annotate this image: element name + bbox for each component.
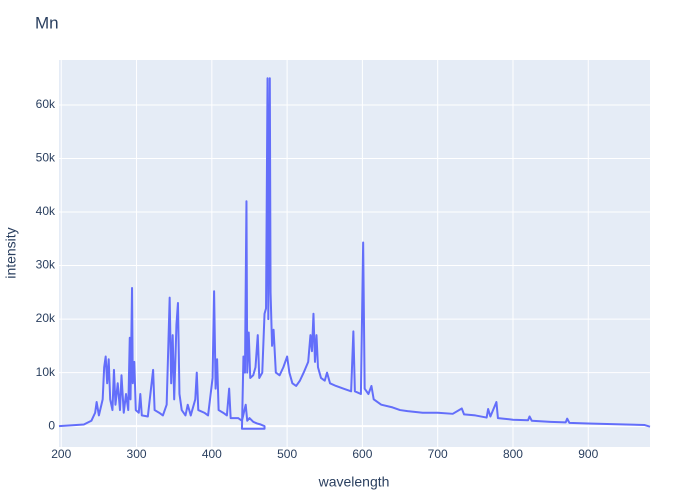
marks xyxy=(58,77,651,430)
y-tick-label: 30k xyxy=(36,258,56,272)
y-axis-title: intensity xyxy=(3,227,19,278)
x-tick-label: 300 xyxy=(127,447,147,461)
y-tick-label: 0 xyxy=(48,418,55,432)
y-tick-label: 20k xyxy=(36,311,56,325)
y-tick-label: 40k xyxy=(36,204,56,218)
x-tick-label: 400 xyxy=(202,447,222,461)
x-tick-label: 600 xyxy=(352,447,372,461)
x-tick-label: 200 xyxy=(51,447,71,461)
chart-title: Mn xyxy=(35,13,59,32)
line xyxy=(58,77,651,430)
x-tick-label: 900 xyxy=(578,447,598,461)
x-tick-label: 700 xyxy=(428,447,448,461)
y-tick-label: 60k xyxy=(36,97,56,111)
x-tick-label: 800 xyxy=(503,447,523,461)
y-tick-label: 10k xyxy=(36,365,56,379)
y-tick-label: 50k xyxy=(36,151,56,165)
x-axis-title: wavelength xyxy=(318,474,390,490)
x-tick-label: 500 xyxy=(277,447,297,461)
